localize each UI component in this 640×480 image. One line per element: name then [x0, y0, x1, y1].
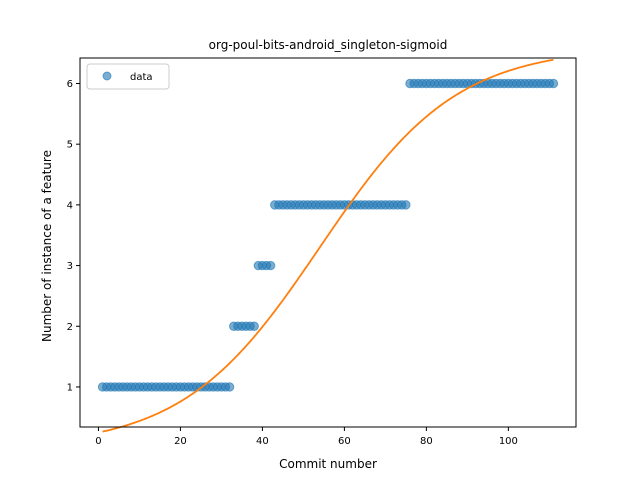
x-tick-label: 60 — [338, 436, 351, 447]
y-axis-label: Number of instance of a feature — [40, 150, 54, 342]
plot-frame — [79, 57, 577, 428]
data-point — [265, 260, 276, 271]
data-point — [224, 382, 235, 392]
y-tick-label: 2 — [67, 322, 73, 333]
data-point — [249, 321, 259, 331]
y-tick-label: 4 — [67, 200, 73, 211]
legend-marker — [102, 71, 112, 81]
chart-title: org-poul-bits-android_singleton-sigmoid — [209, 38, 448, 52]
legend-box — [86, 63, 170, 90]
y-tick-label: 3 — [67, 261, 73, 272]
plot-area — [97, 58, 559, 433]
x-tick-label: 80 — [420, 436, 433, 447]
x-tick-label: 20 — [174, 436, 187, 447]
x-tick-label: 40 — [256, 436, 269, 447]
legend: data — [86, 63, 170, 90]
x-tick-label: 100 — [499, 436, 518, 447]
x-tick-label: 0 — [95, 436, 101, 447]
y-tick-label: 5 — [67, 140, 73, 151]
x-axis-label: Commit number — [279, 457, 377, 471]
data-point — [548, 78, 559, 89]
y-tick-label: 1 — [67, 382, 73, 393]
y-tick-label: 6 — [67, 79, 73, 90]
fit-line — [102, 58, 554, 433]
data-point — [401, 200, 411, 210]
legend-label-data: data — [130, 72, 153, 83]
x-axis: 0 20 40 60 80 100 — [95, 427, 518, 447]
y-axis: 1 2 3 4 5 6 — [67, 79, 80, 393]
